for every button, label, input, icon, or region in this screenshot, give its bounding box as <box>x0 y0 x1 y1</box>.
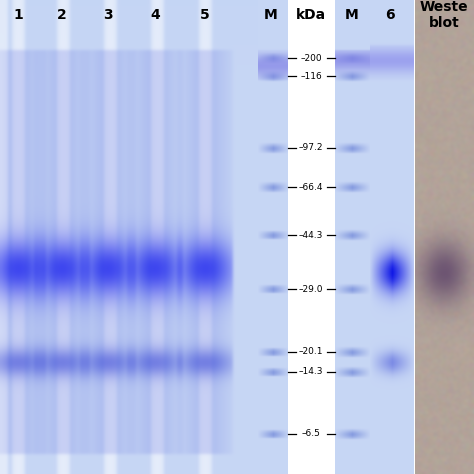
Text: –29.0: –29.0 <box>299 284 323 293</box>
Text: M: M <box>345 8 359 22</box>
Text: 4: 4 <box>150 8 160 22</box>
Text: –97.2: –97.2 <box>299 144 323 153</box>
Text: –44.3: –44.3 <box>299 230 323 239</box>
Text: 2: 2 <box>57 8 67 22</box>
Text: 6: 6 <box>385 8 395 22</box>
Text: 1: 1 <box>13 8 23 22</box>
Text: –6.5: –6.5 <box>301 429 320 438</box>
Text: 3: 3 <box>103 8 113 22</box>
Text: –116: –116 <box>300 72 322 81</box>
Text: kDa: kDa <box>296 8 326 22</box>
Text: –20.1: –20.1 <box>299 347 323 356</box>
Text: –14.3: –14.3 <box>299 367 323 376</box>
Text: –66.4: –66.4 <box>299 182 323 191</box>
Text: M: M <box>264 8 278 22</box>
Text: Weste
blot: Weste blot <box>419 0 468 30</box>
Text: 5: 5 <box>200 8 210 22</box>
Text: –200: –200 <box>300 54 322 63</box>
